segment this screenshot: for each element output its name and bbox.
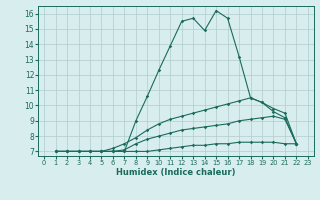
X-axis label: Humidex (Indice chaleur): Humidex (Indice chaleur) [116, 168, 236, 177]
